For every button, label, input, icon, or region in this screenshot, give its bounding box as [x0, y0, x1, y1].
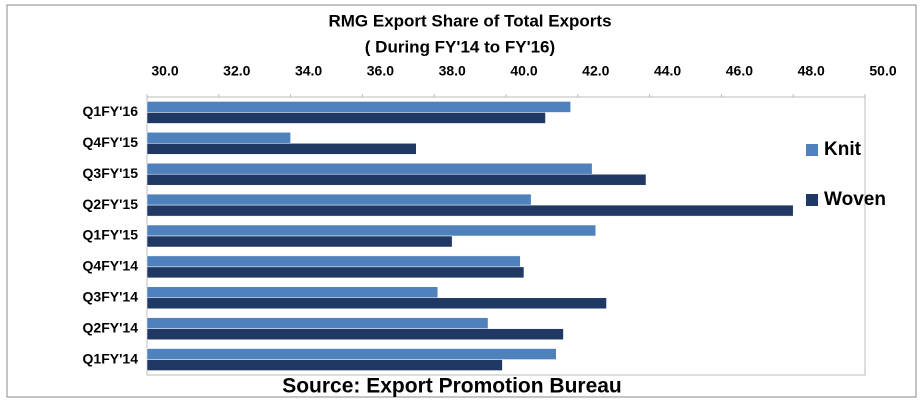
- x-tick-label: 50.0: [869, 63, 896, 79]
- chart-title: RMG Export Share of Total Exports: [328, 11, 611, 30]
- bar: [146, 101, 571, 113]
- bar: [146, 286, 439, 299]
- bar: [146, 204, 794, 217]
- x-tick-label: 38.0: [439, 63, 466, 79]
- x-tick-label: 30.0: [151, 63, 178, 79]
- bar: [146, 162, 593, 175]
- y-tick-label: Q1FY'16: [83, 103, 139, 119]
- x-tick-label: 40.0: [510, 63, 537, 79]
- bar: [146, 173, 647, 186]
- x-tick-label: 36.0: [367, 63, 394, 79]
- y-tick-label: Q3FY'14: [83, 288, 139, 304]
- y-tick-label: Q1FY'14: [83, 350, 139, 366]
- bar: [146, 235, 453, 248]
- bar: [146, 297, 607, 310]
- source-note: Source: Export Promotion Bureau: [282, 375, 622, 398]
- legend-swatch: [806, 144, 818, 156]
- y-tick-label: Q4FY'14: [83, 258, 139, 274]
- bar: [146, 143, 417, 155]
- bar: [146, 255, 521, 268]
- y-tick-label: Q4FY'15: [83, 134, 139, 150]
- x-tick-label: 34.0: [295, 63, 322, 79]
- bar: [146, 193, 532, 206]
- x-tick-label: 48.0: [798, 63, 825, 79]
- bar: [146, 359, 503, 371]
- bar: [146, 112, 546, 124]
- x-tick-label: 42.0: [582, 63, 609, 79]
- x-tick-label: 32.0: [223, 63, 250, 79]
- bar: [146, 266, 525, 279]
- y-tick-label: Q2FY'14: [83, 319, 139, 335]
- bar: [146, 224, 596, 237]
- chart-subtitle: ( During FY'14 to FY'16): [365, 37, 555, 56]
- x-tick-label: 44.0: [654, 63, 681, 79]
- bar: [146, 317, 489, 329]
- legend-label: Knit: [824, 139, 862, 160]
- bar: [146, 348, 557, 360]
- legend-label: Woven: [824, 189, 886, 210]
- bar: [146, 132, 291, 144]
- legend-swatch: [806, 194, 818, 206]
- y-tick-label: Q3FY'15: [83, 165, 139, 181]
- y-tick-label: Q2FY'15: [83, 196, 139, 212]
- x-tick-label: 46.0: [726, 63, 753, 79]
- bar: [146, 328, 564, 340]
- y-tick-label: Q1FY'15: [83, 227, 139, 243]
